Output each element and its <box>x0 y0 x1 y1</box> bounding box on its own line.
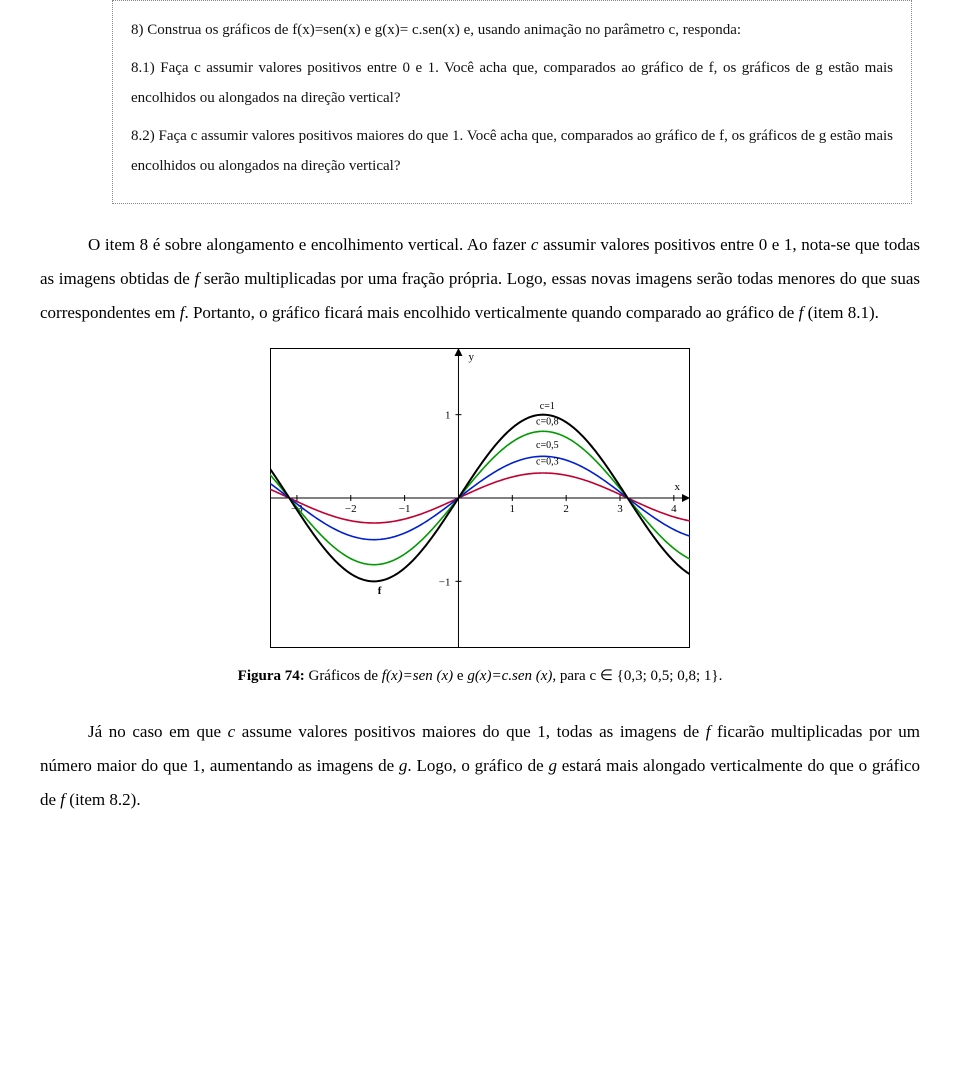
p1-e: (item 8.1). <box>803 303 879 322</box>
svg-text:x: x <box>675 481 681 493</box>
svg-text:−1: −1 <box>399 503 411 515</box>
q8-text: 8) Construa os gráficos de f(x)=sen(x) e… <box>131 15 893 45</box>
p1-a: O item 8 é sobre alongamento e encolhime… <box>88 235 531 254</box>
q82-text: 8.2) Faça c assumir valores positivos ma… <box>131 121 893 181</box>
caption-mid: e <box>453 668 467 684</box>
sine-chart-svg: −3−2−11234−11yxc=1c=0,8c=0,5c=0,3f <box>270 348 690 648</box>
p2-d: . Logo, o gráfico de <box>407 756 548 775</box>
svg-text:c=0,5: c=0,5 <box>536 440 559 451</box>
question-box: 8) Construa os gráficos de f(x)=sen(x) e… <box>112 0 912 204</box>
p2-b: assume valores positivos maiores do que … <box>235 722 706 741</box>
p2-a: Já no caso em que <box>88 722 228 741</box>
p1-d: . Portanto, o gráfico ficará mais encolh… <box>184 303 798 322</box>
svg-text:3: 3 <box>617 503 623 515</box>
svg-text:−1: −1 <box>439 576 451 588</box>
var-g: g <box>548 756 557 775</box>
caption-b: , para c ∈ {0,3; 0,5; 0,8; 1}. <box>552 668 722 684</box>
svg-text:1: 1 <box>510 503 516 515</box>
svg-text:c=0,8: c=0,8 <box>536 417 559 428</box>
paragraph-2: Já no caso em que c assume valores posit… <box>40 715 920 817</box>
svg-text:f: f <box>378 585 382 597</box>
paragraph-1: O item 8 é sobre alongamento e encolhime… <box>40 228 920 330</box>
svg-text:4: 4 <box>671 503 677 515</box>
caption-prefix: Figura 74: <box>238 668 309 684</box>
svg-text:2: 2 <box>563 503 569 515</box>
svg-text:c=0,3: c=0,3 <box>536 457 559 468</box>
p2-f: (item 8.2). <box>65 790 141 809</box>
svg-text:c=1: c=1 <box>540 401 555 412</box>
svg-text:1: 1 <box>445 410 451 422</box>
caption-a: Gráficos de <box>308 668 381 684</box>
caption-gx: g(x)=c.sen (x) <box>467 668 552 684</box>
svg-text:y: y <box>468 351 474 363</box>
q81-text: 8.1) Faça c assumir valores positivos en… <box>131 53 893 113</box>
caption-fx: f(x)=sen (x) <box>382 668 453 684</box>
figure-74-chart: −3−2−11234−11yxc=1c=0,8c=0,5c=0,3f <box>40 348 920 648</box>
svg-text:−2: −2 <box>345 503 357 515</box>
figure-74-caption: Figura 74: Gráficos de f(x)=sen (x) e g(… <box>40 666 920 685</box>
